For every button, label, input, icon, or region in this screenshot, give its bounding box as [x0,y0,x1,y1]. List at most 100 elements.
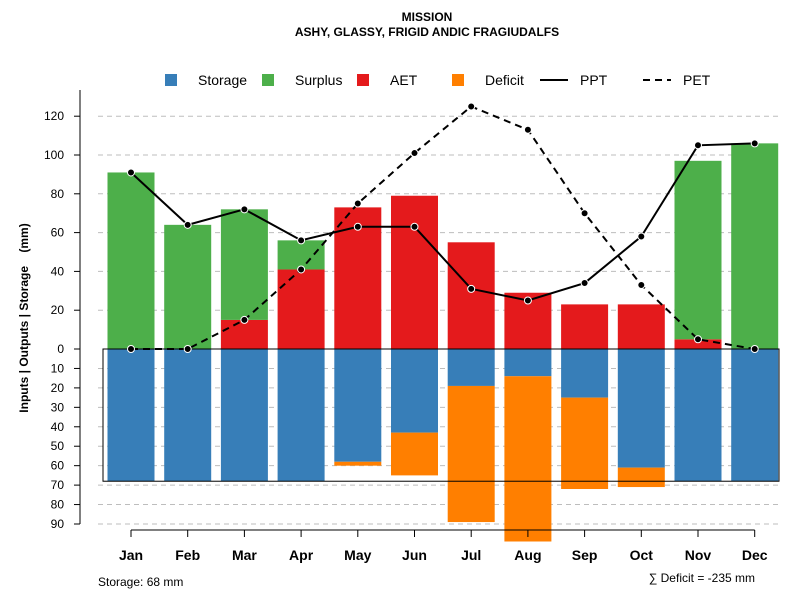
x-tick-label-feb: Feb [175,547,200,563]
bar-surplus-dec [731,143,779,349]
bar-storage-dec [731,349,779,482]
bar-aet-nov [674,339,722,349]
lines [127,102,759,353]
y-tick-label: 20 [51,381,65,395]
pet-point-feb [183,345,192,353]
pet-point-aug [523,125,532,134]
legend-item-storage: Storage [165,72,247,88]
bar-storage-may [334,349,382,462]
legend-label-ppt: PPT [580,72,608,88]
bar-storage-oct [617,349,665,468]
pet-point-sep [580,209,589,218]
pet-line [131,105,755,350]
pet-point-jul [467,102,476,111]
y-tick-label: 70 [51,478,65,492]
y-tick-label: 20 [51,303,65,317]
legend-label-storage: Storage [198,72,247,88]
ppt-line [130,142,755,302]
y-tick-label: 50 [51,439,65,453]
legend-label-pet: PET [683,72,711,88]
y-tick-label: 10 [51,361,65,375]
ppt-point-jun [410,222,419,231]
bar-deficit-jun [391,432,438,476]
pet-point-may [353,199,362,208]
bar-aet-oct [617,304,665,349]
y-tick-label: 80 [51,498,65,512]
y-tick-label: 60 [51,459,65,473]
x-tick-label-jun: Jun [402,547,427,563]
legend-item-pet: PET [643,72,711,88]
legend-label-deficit: Deficit [485,72,524,88]
ppt-point-mar [240,205,249,214]
y-tick-label: 30 [51,400,65,414]
y-axis-label: Inputs | Outputs | Storage (mm) [17,223,31,412]
legend-swatch-aet [357,74,369,86]
bar-aet-mar [220,319,268,349]
legend-label-surplus: Surplus [295,72,342,88]
bar-deficit-may [334,461,382,466]
legend-item-ppt: PPT [540,72,608,88]
bar-deficit-aug [504,376,552,542]
x-tick-label-jul: Jul [461,547,481,563]
pet-point-mar [240,315,249,324]
pet-point-apr [297,265,306,274]
x-tick-label-oct: Oct [630,547,654,563]
bar-surplus-mar [220,209,268,320]
chart-subtitle: ASHY, GLASSY, FRIGID ANDIC FRAGIUDALFS [295,25,559,39]
bar-surplus-jan [107,172,155,349]
legend: Storage Surplus AET Deficit PPT PET [165,72,711,88]
bar-aet-jun [391,195,438,349]
bar-deficit-jul [447,385,495,523]
bar-storage-sep [561,349,609,398]
y-tick-label: 90 [51,517,65,531]
pet-point-jun [410,149,419,158]
ppt-point-may [353,222,362,231]
y-tick-label: 80 [51,187,65,201]
bar-surplus-nov [674,160,722,340]
ppt-point-oct [637,232,646,241]
x-tick-label-sep: Sep [572,547,598,563]
y-tick-label: 40 [51,420,65,434]
legend-item-aet: AET [357,72,418,88]
bar-storage-feb [164,349,212,482]
axes: 0 20 40 60 80 100 120 10 20 30 40 50 60 70 80 90 Jan Feb M… [44,90,768,563]
pet-point-dec [750,345,759,353]
x-tick-label-nov: Nov [685,547,712,563]
y-tick-label: 100 [44,148,64,162]
legend-swatch-storage [165,74,177,86]
legend-item-deficit: Deficit [452,72,524,88]
bar-deficit-oct [617,467,665,488]
bar-deficit-sep [561,397,609,489]
x-tick-label-mar: Mar [232,547,257,563]
legend-label-aet: AET [390,72,418,88]
x-tick-label-apr: Apr [289,547,314,563]
storage-frame [102,348,780,482]
ppt-point-jan [127,168,135,177]
y-tick-label: 60 [51,226,65,240]
x-tick-label-may: May [344,547,371,563]
bar-storage-jun [391,349,438,433]
bar-storage-apr [277,349,325,482]
ppt-point-jul [467,284,476,293]
x-tick-label-aug: Aug [514,547,541,563]
bar-aet-jul [447,242,495,349]
y-tick-label: 120 [44,109,64,123]
ppt-point-nov [694,141,702,150]
bar-aet-sep [561,304,609,349]
ppt-point-sep [580,279,589,288]
bar-surplus-apr [277,240,325,270]
storage-footer: Storage: 68 mm [98,575,183,589]
y-tick-label: 0 [57,342,64,356]
pet-point-jan [127,345,135,353]
bar-aet-apr [277,269,325,349]
legend-swatch-deficit [452,74,464,86]
deficit-footer: ∑ Deficit = -235 mm [649,571,755,585]
legend-item-surplus: Surplus [262,72,342,88]
gridlines [98,115,779,525]
bar-storage-nov [674,349,722,482]
bar-storage-mar [220,349,268,482]
y-tick-label: 40 [51,264,65,278]
ppt-point-dec [750,139,759,148]
ppt-point-apr [297,236,306,245]
bar-surplus-feb [164,224,212,349]
